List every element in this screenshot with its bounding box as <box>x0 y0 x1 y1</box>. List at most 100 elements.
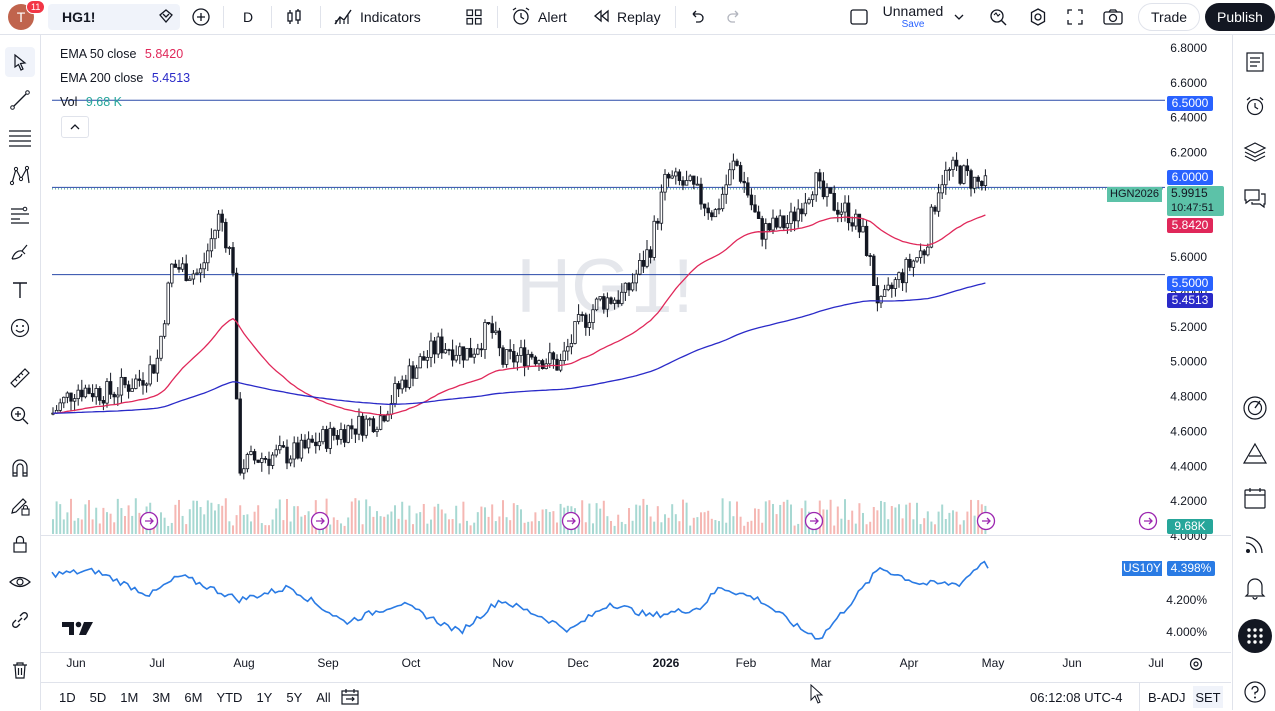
alert-button[interactable]: Alert <box>511 0 567 34</box>
volume-bar <box>775 514 778 534</box>
chat-icon[interactable] <box>1240 183 1270 213</box>
camera-icon[interactable] <box>1102 0 1124 34</box>
range-button-1m[interactable]: 1M <box>120 689 139 705</box>
legend-ema200[interactable]: EMA 200 close 5.4513 <box>60 71 190 85</box>
level-6-00-label[interactable]: 6.0000 <box>1167 170 1213 185</box>
trade-button[interactable]: Trade <box>1138 0 1201 34</box>
range-button-3m[interactable]: 3M <box>152 689 171 705</box>
time-axis[interactable]: Jun Jul Aug Sep Oct Nov Dec 2026 Feb Mar Apr May Jun… <box>66 656 1163 670</box>
range-button-1d[interactable]: 1D <box>59 689 76 705</box>
axis-settings-gear-icon[interactable] <box>1188 656 1204 677</box>
cursor-icon[interactable] <box>5 47 35 77</box>
layouts-grid-icon[interactable] <box>465 0 483 34</box>
date-range-icon[interactable] <box>340 688 360 709</box>
interval-button[interactable]: D <box>243 9 254 25</box>
volume-bar <box>883 502 886 534</box>
volume-bar <box>286 498 288 534</box>
undo-icon[interactable] <box>688 0 706 34</box>
session-button[interactable]: SET <box>1193 686 1223 708</box>
trash-icon[interactable] <box>5 655 35 685</box>
range-button-all[interactable]: All <box>316 689 331 705</box>
publish-button[interactable]: Publish <box>1205 0 1275 34</box>
level-5-50-label[interactable]: 5.5000 <box>1167 276 1213 291</box>
apps-grid-icon[interactable] <box>1238 619 1272 653</box>
timezone-clock[interactable]: 06:12:08 UTC-4 <box>1030 689 1123 705</box>
ruler-icon[interactable] <box>5 363 35 393</box>
volume-bar <box>660 522 663 534</box>
range-button-5y[interactable]: 5Y <box>286 689 303 705</box>
compare-diamond-icon[interactable] <box>158 8 174 27</box>
calendar-icon[interactable] <box>1240 483 1270 513</box>
range-button-1y[interactable]: 1Y <box>256 689 273 705</box>
avatar[interactable]: T 11 <box>8 0 46 30</box>
brush-icon[interactable] <box>5 237 35 267</box>
fullscreen-icon[interactable] <box>1066 0 1084 34</box>
us10y-value-label[interactable]: 4.398% <box>1167 561 1215 576</box>
emoji-icon[interactable] <box>5 313 35 343</box>
price-chart[interactable]: HG1! 6.80006.60006.40006.20005.60005.400… <box>41 35 1231 682</box>
ema50-price-label[interactable]: 5.8420 <box>1167 218 1213 233</box>
us10y-tag[interactable]: US10Y <box>1122 561 1162 576</box>
volume-bar <box>610 520 612 534</box>
indicators-button[interactable]: Indicators <box>333 0 421 34</box>
volume-price-label[interactable]: 9.68K <box>1167 519 1213 534</box>
candles-icon[interactable] <box>285 0 303 34</box>
layout-name-button[interactable]: Unnamed Save <box>880 0 946 34</box>
candle-body <box>173 263 178 268</box>
legend-ema50[interactable]: EMA 50 close 5.8420 <box>60 47 183 61</box>
price-tick-label: 4.6000 <box>1170 424 1207 438</box>
lock-icon[interactable] <box>5 529 35 559</box>
broadcast-icon[interactable] <box>1240 529 1270 559</box>
zoom-in-icon[interactable] <box>5 401 35 431</box>
volume-bar <box>548 511 551 534</box>
volume-bar <box>725 522 728 534</box>
magnet-icon[interactable] <box>5 453 35 483</box>
us10y-pane[interactable] <box>51 560 989 640</box>
layers-icon[interactable] <box>1240 137 1270 167</box>
target-icon[interactable] <box>1240 393 1270 423</box>
last-price-tag[interactable]: 5.9915 10:47:51 <box>1167 186 1224 216</box>
candle-body <box>494 330 498 334</box>
redo-icon[interactable] <box>725 0 743 34</box>
add-symbol-icon[interactable] <box>191 0 211 34</box>
badj-button[interactable]: B-ADJ <box>1148 689 1186 705</box>
text-tool-icon[interactable] <box>5 275 35 305</box>
symbol-tag[interactable]: HGN2026 <box>1107 187 1162 202</box>
candle-body <box>274 449 278 456</box>
candle-body <box>314 441 318 447</box>
watchlist-icon[interactable] <box>1240 47 1270 77</box>
draw-lock-pencil-icon[interactable] <box>5 491 35 521</box>
trend-line-icon[interactable] <box>5 85 35 115</box>
candle-body <box>530 353 534 358</box>
user-avatar[interactable]: T 11 <box>8 0 46 34</box>
event-marker-icon <box>561 511 581 531</box>
alerts-clock-icon[interactable] <box>1240 91 1270 121</box>
eye-icon[interactable] <box>5 567 35 597</box>
fib-retracement-icon[interactable] <box>5 123 35 153</box>
chevron-down-icon[interactable] <box>953 0 965 34</box>
symbol-search[interactable]: HG1! <box>48 0 180 34</box>
ema200-price-label[interactable]: 5.4513 <box>1167 293 1213 308</box>
forecast-icon[interactable] <box>5 199 35 229</box>
replay-button[interactable]: Replay <box>592 0 661 34</box>
legend-volume[interactable]: Vol 9.68 K <box>60 95 122 109</box>
settings-gear-icon[interactable] <box>1028 0 1048 34</box>
candles[interactable] <box>51 152 988 480</box>
level-6-50-label[interactable]: 6.5000 <box>1167 96 1213 111</box>
link-icon[interactable] <box>5 605 35 635</box>
help-icon[interactable] <box>1240 677 1270 707</box>
ideas-triangle-icon[interactable] <box>1240 439 1270 469</box>
time-tick-label: Nov <box>492 656 513 670</box>
range-button-ytd[interactable]: YTD <box>216 689 243 705</box>
pattern-icon[interactable] <box>5 161 35 191</box>
candle-body <box>875 285 880 304</box>
range-button-5d[interactable]: 5D <box>89 689 107 705</box>
range-button-6m[interactable]: 6M <box>184 689 203 705</box>
tradingview-logo[interactable] <box>62 621 93 635</box>
price-axis[interactable]: 6.80006.60006.40006.20005.60005.40005.20… <box>1166 41 1207 639</box>
collapse-legend-button[interactable] <box>61 116 89 138</box>
event-markers[interactable] <box>139 511 1158 531</box>
layout-checkbox-icon[interactable] <box>849 0 869 34</box>
quick-search-icon[interactable] <box>988 0 1010 34</box>
notifications-bell-icon[interactable] <box>1240 573 1270 603</box>
